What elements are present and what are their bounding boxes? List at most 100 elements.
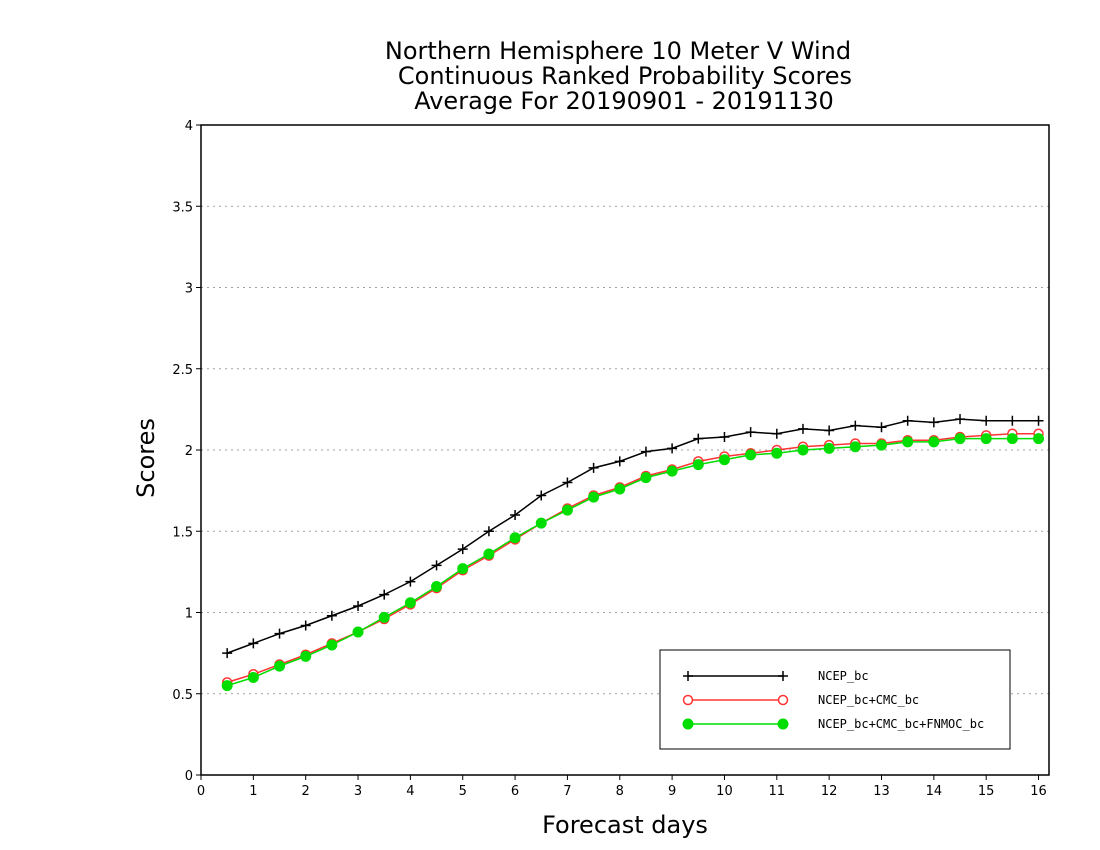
y-tick-label-3: 1.5 — [172, 525, 193, 540]
series-0-point-3 — [300, 620, 311, 631]
x-tick-label-14: 14 — [926, 784, 943, 799]
x-tick-label-4: 4 — [406, 784, 414, 799]
series-layer — [221, 414, 1045, 692]
x-tick-label-15: 15 — [978, 784, 995, 799]
legend-item-1: NCEP_bc+CMC_bc — [682, 693, 919, 707]
series-0-point-9 — [457, 544, 468, 555]
legend-marker-start-0 — [683, 671, 693, 681]
series-0-point-15 — [614, 456, 625, 467]
legend-item-2: NCEP_bc+CMC_bc+FNMOC_bc — [682, 717, 984, 731]
series-0-point-27 — [928, 417, 939, 428]
y-tick-label-0: 0 — [185, 769, 193, 784]
series-2-point-5 — [352, 626, 364, 638]
y-tick-label-1: 0.5 — [172, 688, 193, 703]
y-tick-label-2: 1 — [185, 607, 193, 622]
x-tick-label-16: 16 — [1030, 784, 1047, 799]
x-tick-label-9: 9 — [668, 784, 676, 799]
series-2-point-15 — [614, 483, 626, 495]
legend-item-0: NCEP_bc — [683, 669, 869, 683]
series-2-point-8 — [431, 581, 443, 592]
series-0-point-8 — [431, 560, 442, 571]
series-2-point-25 — [875, 439, 887, 451]
series-2-point-2 — [274, 660, 286, 672]
legend-label-1: NCEP_bc+CMC_bc — [818, 693, 919, 707]
series-line-2 — [226, 437, 1039, 687]
legend-label-2: NCEP_bc+CMC_bc+FNMOC_bc — [818, 717, 984, 731]
series-2-point-1 — [247, 672, 259, 683]
series-0-point-21 — [771, 428, 782, 439]
series-2-point-7 — [404, 597, 416, 609]
series-0-point-5 — [353, 601, 364, 611]
chart-title: Northern Hemisphere 10 Meter V Wind Cont… — [385, 37, 852, 115]
x-axis-title: Forecast days — [542, 811, 708, 839]
series-2-point-4 — [326, 639, 338, 651]
y-axis-title: Scores — [132, 418, 160, 498]
series-2-point-31 — [1033, 433, 1045, 445]
legend-marker-start-1 — [682, 694, 694, 706]
series-2-point-12 — [535, 517, 547, 529]
series-2-point-13 — [561, 504, 573, 516]
chart-title-line-1: Northern Hemisphere 10 Meter V Wind — [385, 37, 851, 65]
series-2-point-21 — [771, 447, 783, 459]
series-1 — [221, 428, 1044, 688]
series-2-point-9 — [457, 563, 469, 575]
series-0-point-16 — [640, 446, 651, 457]
x-tick-label-3: 3 — [354, 784, 362, 799]
series-line-1 — [226, 433, 1039, 684]
legend-label-0: NCEP_bc — [818, 669, 869, 683]
x-tick-label-5: 5 — [459, 784, 467, 799]
series-0-point-30 — [1007, 415, 1018, 426]
series-2-point-27 — [928, 436, 940, 448]
series-0-point-1 — [248, 638, 259, 649]
series-2-point-28 — [954, 433, 966, 445]
series-2-point-6 — [378, 611, 390, 623]
series-0-point-4 — [326, 610, 337, 621]
x-tick-label-6: 6 — [511, 784, 519, 799]
series-0-point-7 — [405, 576, 416, 587]
x-tick-label-10: 10 — [716, 784, 733, 799]
y-tick-label-5: 2.5 — [172, 363, 193, 378]
series-0-point-24 — [850, 420, 861, 431]
series-0-point-13 — [562, 477, 573, 488]
series-0-point-31 — [1033, 415, 1044, 426]
x-tick-label-1: 1 — [249, 784, 257, 799]
series-2-point-26 — [902, 436, 914, 448]
series-0-point-12 — [536, 490, 547, 501]
series-0-point-0 — [222, 648, 233, 659]
series-0-point-22 — [797, 423, 808, 434]
grid-lines — [201, 124, 1049, 695]
legend-marker-start-2 — [682, 718, 694, 730]
series-2-point-30 — [1006, 433, 1018, 445]
series-0-point-28 — [955, 414, 966, 425]
y-axis-ticks: 0 0.5 1 1.5 2 2.5 3 3.5 4 — [172, 119, 201, 784]
series-0 — [222, 414, 1044, 659]
x-tick-label-11: 11 — [769, 784, 786, 799]
legend-marker-end-0 — [778, 671, 788, 681]
series-2-point-23 — [823, 442, 835, 454]
y-tick-label-8: 4 — [185, 119, 193, 134]
series-0-point-10 — [483, 526, 494, 537]
series-0-point-6 — [379, 589, 390, 600]
series-2-point-10 — [483, 548, 495, 560]
series-0-point-14 — [588, 462, 599, 473]
series-0-point-26 — [902, 415, 913, 426]
series-2-point-20 — [745, 449, 757, 461]
y-tick-label-6: 3 — [185, 282, 193, 297]
series-0-point-17 — [667, 443, 678, 454]
series-2-point-24 — [849, 441, 861, 453]
legend: NCEP_bc NCEP_bc+CMC_bc NCEP_bc+CMC_bc+FNMO… — [659, 649, 1011, 750]
chart-title-line-3: Average For 20190901 - 20191130 — [414, 87, 834, 115]
series-2-point-14 — [588, 491, 600, 503]
series-2-point-29 — [980, 433, 992, 445]
chart-title-line-2: Continuous Ranked Probability Scores — [398, 62, 852, 90]
series-2-point-17 — [666, 465, 678, 477]
series-2-point-22 — [797, 444, 809, 456]
series-2-point-19 — [718, 454, 730, 466]
series-0-point-29 — [981, 415, 992, 426]
series-0-point-2 — [274, 628, 285, 639]
series-0-point-19 — [719, 432, 730, 442]
x-tick-label-0: 0 — [197, 784, 205, 799]
series-0-point-25 — [876, 422, 887, 433]
y-tick-label-7: 3.5 — [172, 200, 193, 215]
